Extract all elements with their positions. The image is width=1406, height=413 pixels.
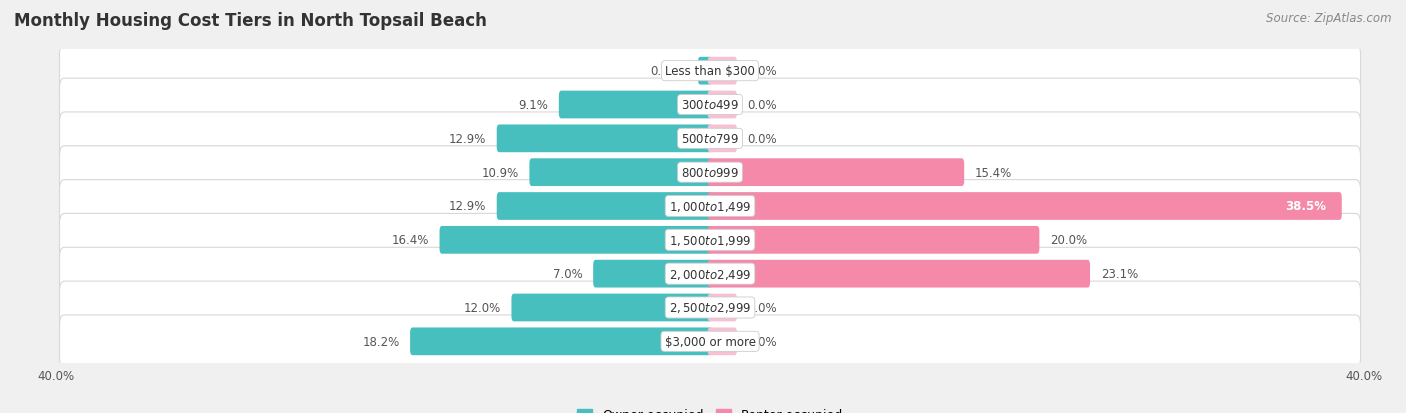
Text: 15.4%: 15.4% bbox=[974, 166, 1012, 179]
Text: $1,500 to $1,999: $1,500 to $1,999 bbox=[669, 233, 751, 247]
Text: 0.0%: 0.0% bbox=[748, 301, 778, 314]
Text: $300 to $499: $300 to $499 bbox=[681, 99, 740, 112]
FancyBboxPatch shape bbox=[59, 315, 1361, 368]
FancyBboxPatch shape bbox=[558, 91, 713, 119]
Text: 16.4%: 16.4% bbox=[391, 234, 429, 247]
FancyBboxPatch shape bbox=[59, 147, 1361, 199]
Text: $2,500 to $2,999: $2,500 to $2,999 bbox=[669, 301, 751, 315]
Text: 20.0%: 20.0% bbox=[1050, 234, 1087, 247]
Text: 0.59%: 0.59% bbox=[650, 65, 688, 78]
FancyBboxPatch shape bbox=[59, 45, 1361, 98]
FancyBboxPatch shape bbox=[707, 328, 737, 355]
Text: Source: ZipAtlas.com: Source: ZipAtlas.com bbox=[1267, 12, 1392, 25]
Text: 10.9%: 10.9% bbox=[481, 166, 519, 179]
FancyBboxPatch shape bbox=[593, 260, 713, 288]
Text: 9.1%: 9.1% bbox=[519, 99, 548, 112]
Text: 38.5%: 38.5% bbox=[1285, 200, 1326, 213]
FancyBboxPatch shape bbox=[440, 226, 713, 254]
FancyBboxPatch shape bbox=[496, 192, 713, 221]
FancyBboxPatch shape bbox=[59, 180, 1361, 233]
Text: $3,000 or more: $3,000 or more bbox=[665, 335, 755, 348]
FancyBboxPatch shape bbox=[707, 192, 1341, 221]
Text: $500 to $799: $500 to $799 bbox=[681, 133, 740, 145]
FancyBboxPatch shape bbox=[530, 159, 713, 187]
FancyBboxPatch shape bbox=[59, 79, 1361, 132]
Text: 23.1%: 23.1% bbox=[1101, 268, 1137, 280]
FancyBboxPatch shape bbox=[707, 294, 737, 322]
FancyBboxPatch shape bbox=[707, 260, 1090, 288]
FancyBboxPatch shape bbox=[707, 125, 737, 153]
Text: 12.9%: 12.9% bbox=[449, 200, 486, 213]
FancyBboxPatch shape bbox=[496, 125, 713, 153]
Text: 0.0%: 0.0% bbox=[748, 335, 778, 348]
Text: 18.2%: 18.2% bbox=[363, 335, 399, 348]
FancyBboxPatch shape bbox=[707, 226, 1039, 254]
Legend: Owner-occupied, Renter-occupied: Owner-occupied, Renter-occupied bbox=[572, 404, 848, 413]
FancyBboxPatch shape bbox=[707, 58, 737, 85]
FancyBboxPatch shape bbox=[59, 248, 1361, 300]
Text: Monthly Housing Cost Tiers in North Topsail Beach: Monthly Housing Cost Tiers in North Tops… bbox=[14, 12, 486, 30]
Text: $800 to $999: $800 to $999 bbox=[681, 166, 740, 179]
FancyBboxPatch shape bbox=[59, 113, 1361, 165]
Text: $1,000 to $1,499: $1,000 to $1,499 bbox=[669, 199, 751, 214]
Text: $2,000 to $2,499: $2,000 to $2,499 bbox=[669, 267, 751, 281]
Text: 0.0%: 0.0% bbox=[748, 99, 778, 112]
Text: 12.0%: 12.0% bbox=[464, 301, 501, 314]
Text: Less than $300: Less than $300 bbox=[665, 65, 755, 78]
FancyBboxPatch shape bbox=[59, 281, 1361, 334]
FancyBboxPatch shape bbox=[707, 159, 965, 187]
FancyBboxPatch shape bbox=[59, 214, 1361, 266]
FancyBboxPatch shape bbox=[411, 328, 713, 355]
FancyBboxPatch shape bbox=[697, 58, 713, 85]
FancyBboxPatch shape bbox=[707, 91, 737, 119]
Text: 0.0%: 0.0% bbox=[748, 133, 778, 145]
Text: 12.9%: 12.9% bbox=[449, 133, 486, 145]
FancyBboxPatch shape bbox=[512, 294, 713, 322]
Text: 0.0%: 0.0% bbox=[748, 65, 778, 78]
Text: 7.0%: 7.0% bbox=[553, 268, 582, 280]
